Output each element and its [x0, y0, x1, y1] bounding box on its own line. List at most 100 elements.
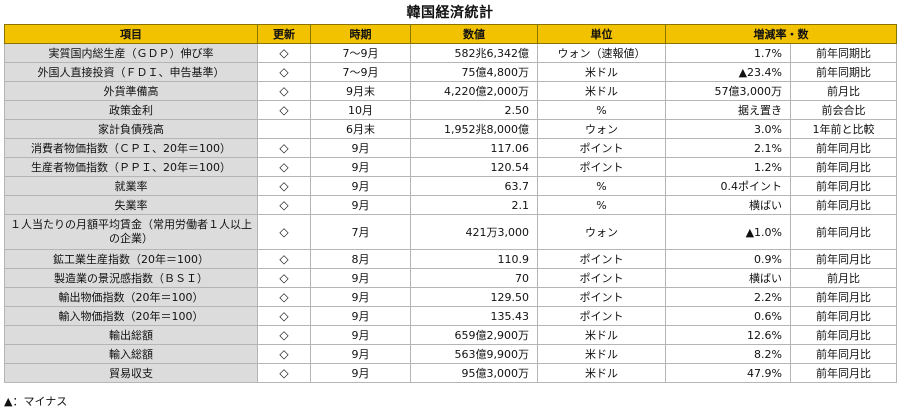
row-item-label: １人当たりの月額平均賃金（常用労働者１人以上の企業）: [4, 214, 258, 250]
row-update-marker: ◇: [257, 100, 311, 120]
row-update-marker: ◇: [257, 214, 311, 250]
row-unit: 米ドル: [537, 81, 666, 101]
row-period: 9月: [310, 176, 411, 196]
row-basis: 前年同月比: [790, 214, 897, 250]
row-unit: 米ドル: [537, 62, 666, 82]
row-change: 横ばい: [665, 268, 791, 288]
row-value: 95億3,000万: [410, 363, 538, 383]
row-unit: %: [537, 176, 666, 196]
row-update-marker: ◇: [257, 62, 311, 82]
row-basis: 1年前と比較: [790, 119, 897, 139]
row-change: 8.2%: [665, 344, 791, 364]
header-unit: 単位: [537, 24, 666, 44]
row-period: 9月: [310, 363, 411, 383]
row-period: 10月: [310, 100, 411, 120]
row-change: 0.9%: [665, 249, 791, 269]
row-value: 4,220億2,000万: [410, 81, 538, 101]
row-update-marker: ◇: [257, 195, 311, 215]
row-period: 9月: [310, 306, 411, 326]
header-change: 増減率・数: [665, 24, 897, 44]
row-basis: 前年同月比: [790, 176, 897, 196]
row-item-label: 失業率: [4, 195, 258, 215]
row-update-marker: ◇: [257, 81, 311, 101]
row-unit: ポイント: [537, 306, 666, 326]
row-change: 12.6%: [665, 325, 791, 345]
row-value: 2.1: [410, 195, 538, 215]
row-update-marker: ◇: [257, 363, 311, 383]
header-update: 更新: [257, 24, 311, 44]
row-period: 9月: [310, 268, 411, 288]
row-item-label: 政策金利: [4, 100, 258, 120]
row-item-label: 輸出物価指数（20年＝100）: [4, 287, 258, 307]
row-update-marker: ◇: [257, 268, 311, 288]
row-change: 1.7%: [665, 43, 791, 63]
row-change: 0.4ポイント: [665, 176, 791, 196]
row-unit: ウォン: [537, 119, 666, 139]
row-item-label: 生産者物価指数（ＰＰＩ、20年＝100）: [4, 157, 258, 177]
row-unit: 米ドル: [537, 325, 666, 345]
row-period: 9月: [310, 195, 411, 215]
row-value: 70: [410, 268, 538, 288]
row-update-marker: ◇: [257, 287, 311, 307]
row-value: 63.7: [410, 176, 538, 196]
row-change: 0.6%: [665, 306, 791, 326]
table-row: 家計負債残高 6月末 1,952兆8,000億 ウォン 3.0% 1年前と比較: [4, 119, 897, 139]
row-item-label: 輸入物価指数（20年＝100）: [4, 306, 258, 326]
table-body: 実質国内総生産（ＧＤＰ）伸び率 ◇ 7～9月 582兆6,342億 ウォン（速報値） 1.…: [4, 43, 897, 383]
row-unit: ウォン: [537, 214, 666, 250]
row-basis: 前月比: [790, 268, 897, 288]
row-update-marker: ◇: [257, 138, 311, 158]
table-row: １人当たりの月額平均賃金（常用労働者１人以上の企業） ◇ 7月 421万3,000 ウォ…: [4, 214, 897, 250]
row-value: 75億4,800万: [410, 62, 538, 82]
row-period: 9月: [310, 157, 411, 177]
row-value: 421万3,000: [410, 214, 538, 250]
row-change: 2.2%: [665, 287, 791, 307]
row-basis: 前年同月比: [790, 249, 897, 269]
row-period: 9月: [310, 138, 411, 158]
row-unit: ポイント: [537, 138, 666, 158]
header-value: 数値: [410, 24, 538, 44]
row-value: 117.06: [410, 138, 538, 158]
table-row: 実質国内総生産（ＧＤＰ）伸び率 ◇ 7～9月 582兆6,342億 ウォン（速報値） 1.…: [4, 43, 897, 63]
table-row: 輸入総額 ◇ 9月 563億9,900万 米ドル 8.2% 前年同月比: [4, 344, 897, 364]
row-value: 582兆6,342億: [410, 43, 538, 63]
row-value: 1,952兆8,000億: [410, 119, 538, 139]
footnote: ▲：マイナス: [4, 395, 68, 408]
row-unit: 米ドル: [537, 363, 666, 383]
row-item-label: 家計負債残高: [4, 119, 258, 139]
row-basis: 前年同期比: [790, 43, 897, 63]
table-row: 鉱工業生産指数（20年＝100） ◇ 8月 110.9 ポイント 0.9% 前年同月比: [4, 249, 897, 269]
row-unit: ポイント: [537, 157, 666, 177]
row-basis: 前会合比: [790, 100, 897, 120]
row-unit: ポイント: [537, 287, 666, 307]
row-update-marker: ◇: [257, 176, 311, 196]
row-basis: 前年同月比: [790, 195, 897, 215]
row-value: 2.50: [410, 100, 538, 120]
row-change: ▲23.4%: [665, 62, 791, 82]
row-period: 7月: [310, 214, 411, 250]
row-period: 6月末: [310, 119, 411, 139]
row-item-label: 貿易収支: [4, 363, 258, 383]
table-row: 外貨準備高 ◇ 9月末 4,220億2,000万 米ドル 57億3,000万 前月比: [4, 81, 897, 101]
row-update-marker: ◇: [257, 43, 311, 63]
row-change: 47.9%: [665, 363, 791, 383]
table-row: 外国人直接投資（ＦＤＩ、申告基準） ◇ 7～9月 75億4,800万 米ドル ▲23.4%…: [4, 62, 897, 82]
row-basis: 前年同月比: [790, 325, 897, 345]
row-value: 129.50: [410, 287, 538, 307]
row-value: 120.54: [410, 157, 538, 177]
table-row: 消費者物価指数（ＣＰＩ、20年＝100） ◇ 9月 117.06 ポイント 2.1% 前年同…: [4, 138, 897, 158]
row-change: 2.1%: [665, 138, 791, 158]
statistics-table: 項目 更新 時期 数値 単位 増減率・数 実質国内総生産（ＧＤＰ）伸び率 ◇ 7～9…: [4, 24, 897, 383]
row-unit: ポイント: [537, 268, 666, 288]
row-period: 9月: [310, 287, 411, 307]
table-row: 輸出物価指数（20年＝100） ◇ 9月 129.50 ポイント 2.2% 前年同月比: [4, 287, 897, 307]
row-unit: 米ドル: [537, 344, 666, 364]
header-period: 時期: [310, 24, 411, 44]
row-item-label: 鉱工業生産指数（20年＝100）: [4, 249, 258, 269]
table-row: 貿易収支 ◇ 9月 95億3,000万 米ドル 47.9% 前年同月比: [4, 363, 897, 383]
table-row: 輸出総額 ◇ 9月 659億2,900万 米ドル 12.6% 前年同月比: [4, 325, 897, 345]
row-unit: ウォン（速報値）: [537, 43, 666, 63]
table-row: 製造業の景況感指数（ＢＳＩ） ◇ 9月 70 ポイント 横ばい 前月比: [4, 268, 897, 288]
row-update-marker: ◇: [257, 157, 311, 177]
page-title: 韓国経済統計: [406, 5, 494, 21]
